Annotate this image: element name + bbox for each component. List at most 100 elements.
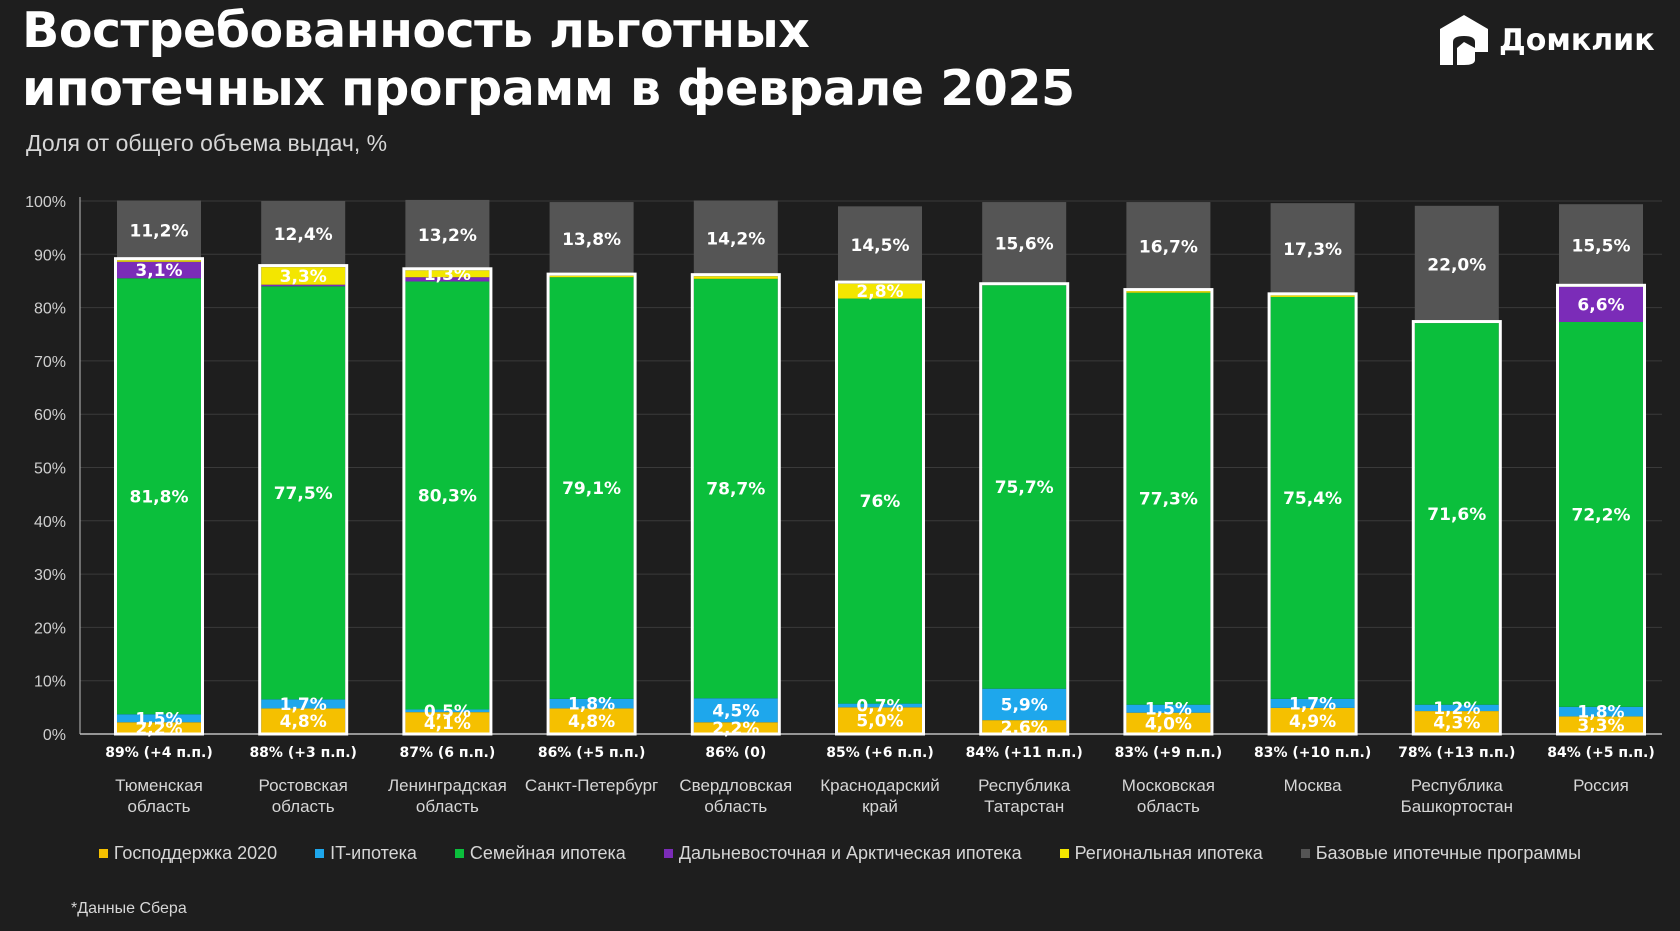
- data-label: 1,2%: [1433, 699, 1480, 719]
- bar-outline: [979, 282, 1070, 736]
- data-label: 1,5%: [135, 709, 182, 729]
- bar-segment: [1559, 204, 1643, 287]
- bar-segment: [982, 720, 1067, 734]
- data-label: 4,5%: [712, 701, 759, 721]
- category-label: область: [416, 797, 479, 816]
- data-label: 0,7%: [856, 696, 903, 716]
- bar-segment: [838, 703, 922, 708]
- bar-segment: [1270, 203, 1355, 296]
- category-label: Свердловская: [679, 776, 792, 795]
- total-label: 83% (+9 п.п.): [1115, 745, 1223, 761]
- data-label: 77,5%: [274, 484, 333, 504]
- chart-labels: 2,2%1,5%81,8%3,1%11,2%89% (+4 п.п.)Тюмен…: [105, 221, 1655, 816]
- bar-outline: [258, 264, 349, 736]
- bar-segment: [261, 267, 346, 285]
- house-logo-icon: [1440, 15, 1488, 65]
- data-label: 1,8%: [1577, 703, 1624, 723]
- bar-segment: [261, 201, 346, 268]
- bar-segment: [1270, 296, 1355, 699]
- bar-segment: [1126, 202, 1211, 292]
- bar-outline: [1267, 292, 1358, 736]
- bar-segment: [838, 707, 922, 734]
- page-title: Востребованность льготных ипотечных прог…: [22, 2, 1222, 118]
- y-tick-label: 30%: [34, 567, 66, 584]
- data-label: 2,6%: [1001, 718, 1048, 738]
- bar-segment: [693, 722, 778, 734]
- bar-segment: [693, 200, 778, 277]
- y-tick-label: 40%: [34, 514, 66, 531]
- bar-segment: [1270, 698, 1355, 708]
- data-label: 77,3%: [1139, 490, 1198, 510]
- data-label: 15,5%: [1572, 237, 1631, 257]
- bar-segment: [405, 281, 490, 710]
- category-label: Россия: [1573, 776, 1629, 795]
- total-label: 84% (+11 п.п.): [966, 745, 1083, 761]
- bar-segment: [982, 202, 1067, 286]
- total-label: 86% (0): [705, 745, 766, 761]
- total-label: 84% (+5 п.п.): [1547, 745, 1655, 761]
- data-label: 3,3%: [280, 267, 327, 287]
- legend-item: Базовые ипотечные программы: [1300, 843, 1582, 864]
- bar-segment: [549, 708, 634, 734]
- data-label: 13,8%: [562, 230, 621, 250]
- bar-segment: [549, 277, 634, 699]
- bar-segment: [1270, 295, 1355, 297]
- bar-outline: [546, 272, 637, 736]
- data-label: 15,6%: [995, 235, 1054, 255]
- data-label: 3,1%: [135, 261, 182, 281]
- bar-segment: [1559, 286, 1643, 322]
- data-label: 4,3%: [1433, 714, 1480, 734]
- data-label: 14,2%: [706, 229, 765, 249]
- data-label: 3,3%: [1577, 716, 1624, 736]
- y-tick-label: 70%: [34, 354, 66, 371]
- bar-segment: [549, 202, 634, 276]
- legend-item: Господдержка 2020: [98, 843, 278, 864]
- bar-segment: [693, 278, 778, 699]
- total-label: 78% (+13 п.п.): [1398, 745, 1515, 761]
- category-label: область: [128, 797, 191, 816]
- bar-segment: [261, 699, 346, 709]
- bar-segment: [1126, 292, 1211, 705]
- category-label: область: [272, 797, 335, 816]
- total-label: 89% (+4 п.п.): [105, 745, 213, 761]
- bar-segment: [1126, 704, 1211, 713]
- total-label: 86% (+5 п.п.): [538, 745, 646, 761]
- data-label: 11,2%: [130, 221, 189, 241]
- data-label: 12,4%: [274, 225, 333, 245]
- bar-outline: [1556, 283, 1646, 736]
- category-label: Республика: [978, 776, 1071, 795]
- bar-segment: [693, 698, 778, 723]
- brand-name: Домклик: [1499, 22, 1655, 58]
- data-label: 1,7%: [1289, 694, 1336, 714]
- bar-outline: [690, 273, 781, 736]
- legend-item: Семейная ипотека: [454, 843, 626, 864]
- bar-segment: [1126, 291, 1211, 293]
- data-label: 4,0%: [1145, 714, 1192, 734]
- data-label: 72,2%: [1572, 505, 1631, 525]
- title-line-1: Востребованность льготных: [22, 2, 810, 59]
- data-label: 14,5%: [851, 236, 910, 256]
- stacked-bar-chart: 0%10%20%30%40%50%60%70%80%90%100% 2,2%1,…: [25, 194, 1662, 816]
- y-tick-label: 90%: [34, 247, 66, 264]
- legend-label: Базовые ипотечные программы: [1315, 843, 1582, 863]
- bar-segment: [1559, 716, 1643, 734]
- legend-label: Господдержка 2020: [113, 843, 278, 863]
- bar-segment: [405, 709, 490, 713]
- legend-swatch: [315, 849, 325, 858]
- bar-segment: [1414, 704, 1499, 712]
- bar-outline: [835, 280, 925, 736]
- legend-label: Семейная ипотека: [469, 843, 626, 863]
- y-tick-label: 80%: [34, 301, 66, 318]
- data-label: 2,2%: [712, 719, 759, 739]
- bar-segment: [405, 712, 490, 734]
- brand-logo: Домклик: [1437, 10, 1655, 70]
- category-label: область: [1137, 797, 1200, 816]
- legend-swatch: [1059, 849, 1069, 858]
- source-footnote: *Данные Сбера: [71, 900, 187, 917]
- category-label: Московская: [1122, 776, 1215, 795]
- y-tick-label: 50%: [34, 461, 66, 478]
- category-label: Санкт-Петербург: [525, 776, 658, 795]
- legend-item: Региональная ипотека: [1059, 843, 1263, 864]
- bar-segment: [838, 298, 922, 704]
- bar-segment: [838, 206, 922, 284]
